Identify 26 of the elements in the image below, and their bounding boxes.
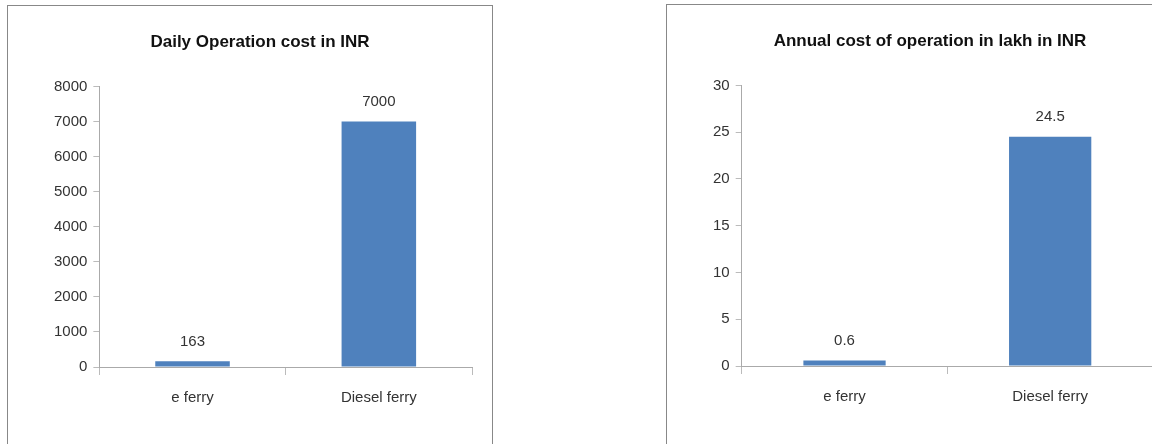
y-tick-label: 20 (713, 169, 730, 187)
x-tick-label: Diesel ferry (340, 388, 418, 406)
y-tick-label: 8000 (53, 76, 88, 94)
y-tick-label: 2000 (53, 286, 88, 304)
y-tick-label: 10 (713, 262, 730, 280)
y-tick-label: 25 (713, 122, 730, 140)
data-label: 0.6 (834, 331, 855, 349)
x-tick-label: e ferry (171, 388, 215, 406)
y-tick-label: 0 (79, 357, 88, 375)
y-tick-label: 3000 (53, 251, 88, 269)
data-label: 7000 (362, 92, 396, 110)
y-tick-label: 4000 (53, 216, 88, 234)
y-tick-label: 6000 (53, 146, 88, 164)
chart-title: Daily Operation cost in INR (150, 31, 370, 51)
chart-title: Annual cost of operation in lakh in INR (773, 30, 1087, 50)
x-tick-label: e ferry (823, 387, 867, 405)
x-tick-label: Diesel ferry (1012, 387, 1089, 405)
data-label: 163 (180, 331, 206, 349)
y-tick-label: 0 (721, 356, 730, 374)
y-tick-label: 30 (713, 75, 730, 93)
y-tick-label: 5 (721, 309, 730, 327)
y-tick-label: 15 (713, 215, 730, 233)
y-tick-label: 1000 (53, 322, 88, 340)
data-label: 24.5 (1035, 107, 1065, 125)
y-tick-label: 5000 (53, 181, 88, 199)
y-tick-label: 7000 (53, 111, 88, 129)
